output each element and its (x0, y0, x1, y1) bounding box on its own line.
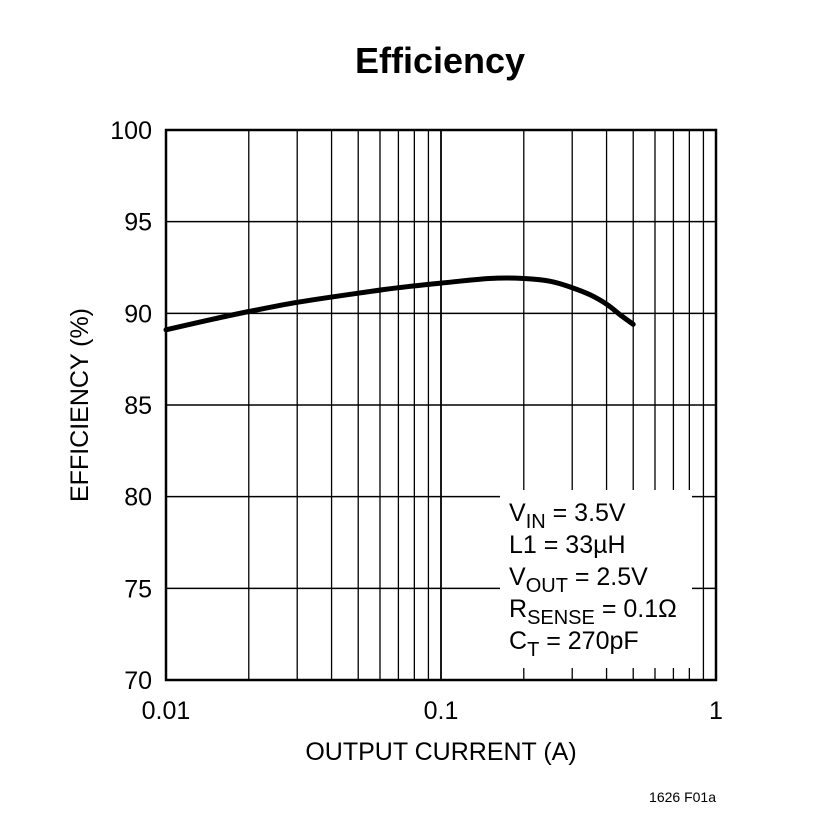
x-tick-label: 0.1 (424, 697, 459, 725)
y-tick-label: 75 (124, 575, 152, 603)
y-tick-label: 80 (124, 484, 152, 512)
condition-line: CT = 270pF (509, 627, 639, 661)
chart-title: Efficiency (355, 40, 525, 81)
y-tick-label: 95 (124, 209, 152, 237)
conditions-box (500, 490, 692, 668)
conditions-background (500, 490, 692, 668)
condition-line: L1 = 33µH (509, 531, 626, 559)
y-tick-label: 90 (124, 300, 152, 328)
x-tick-label: 1 (709, 697, 723, 725)
efficiency-curve (163, 275, 636, 333)
plot-frame (164, 128, 718, 682)
y-tick-label: 85 (124, 392, 152, 420)
condition-line: VIN = 3.5V (509, 499, 626, 533)
y-tick-label: 100 (110, 117, 152, 145)
x-tick-labels: 0.01 0.1 1 (142, 697, 723, 725)
condition-line: VOUT = 2.5V (509, 563, 648, 597)
y-tick-label: 70 (124, 667, 152, 695)
figure-id: 1626 F01a (649, 789, 716, 805)
x-tick-label: 0.01 (142, 697, 191, 725)
y-tick-labels: 70 75 80 85 90 95 100 (110, 117, 152, 695)
condition-line: RSENSE = 0.1Ω (509, 595, 677, 629)
x-axis-label: OUTPUT CURRENT (A) (305, 738, 576, 766)
y-axis-label: EFFICIENCY (%) (66, 308, 94, 502)
